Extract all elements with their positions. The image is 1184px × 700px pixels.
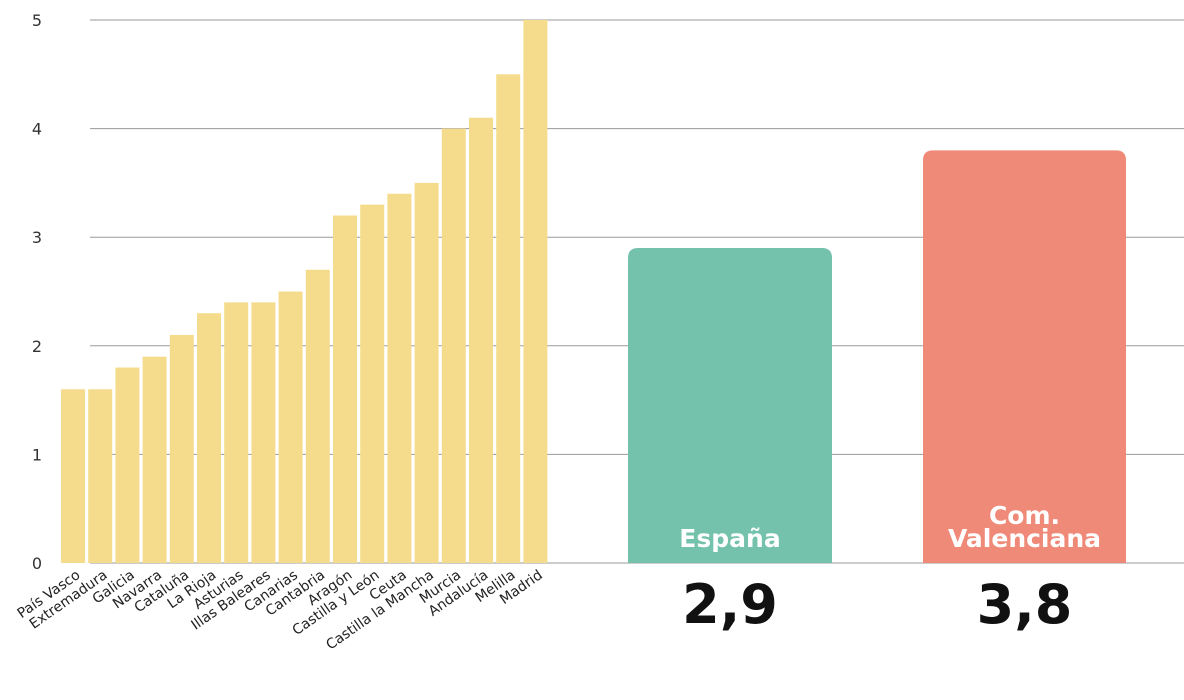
region-bar [197, 313, 221, 563]
region-bar [496, 74, 521, 564]
region-bar [523, 20, 548, 563]
region-bar [61, 389, 85, 563]
region-bar [224, 302, 249, 563]
region-bar [360, 204, 385, 563]
highlight-value: 2,9 [682, 573, 778, 636]
region-bars [61, 20, 548, 564]
region-bar [115, 367, 140, 563]
y-tick-label: 5 [32, 11, 42, 30]
region-bar [251, 302, 276, 563]
y-tick-label: 4 [32, 120, 42, 139]
region-bar [305, 269, 330, 563]
y-tick-label: 3 [32, 228, 42, 247]
highlight-bar [628, 248, 832, 563]
region-bar [387, 193, 412, 563]
region-bar [414, 182, 439, 563]
region-bar [441, 128, 466, 563]
region-bar [88, 389, 113, 563]
y-tick-label: 2 [32, 337, 42, 356]
highlight-bar-label: España [679, 524, 780, 553]
highlight-bar [923, 150, 1126, 563]
region-bar [142, 356, 167, 563]
region-bar [169, 334, 194, 563]
y-axis: 0 1 2 3 4 5 [32, 11, 42, 573]
highlight-bars: España 2,9 Com.Valenciana 3,8 [628, 150, 1126, 636]
highlight-bar-label: Valenciana [948, 524, 1101, 553]
region-bar [333, 215, 357, 564]
highlight-bar-label: Com. [989, 501, 1060, 530]
region-bar [278, 291, 303, 563]
region-bar [469, 117, 493, 564]
y-tick-label: 0 [32, 554, 42, 573]
y-tick-label: 1 [32, 445, 42, 464]
x-axis-labels: País VascoExtremaduraGaliciaNavarraCatal… [15, 567, 546, 653]
highlight-value: 3,8 [977, 573, 1073, 636]
